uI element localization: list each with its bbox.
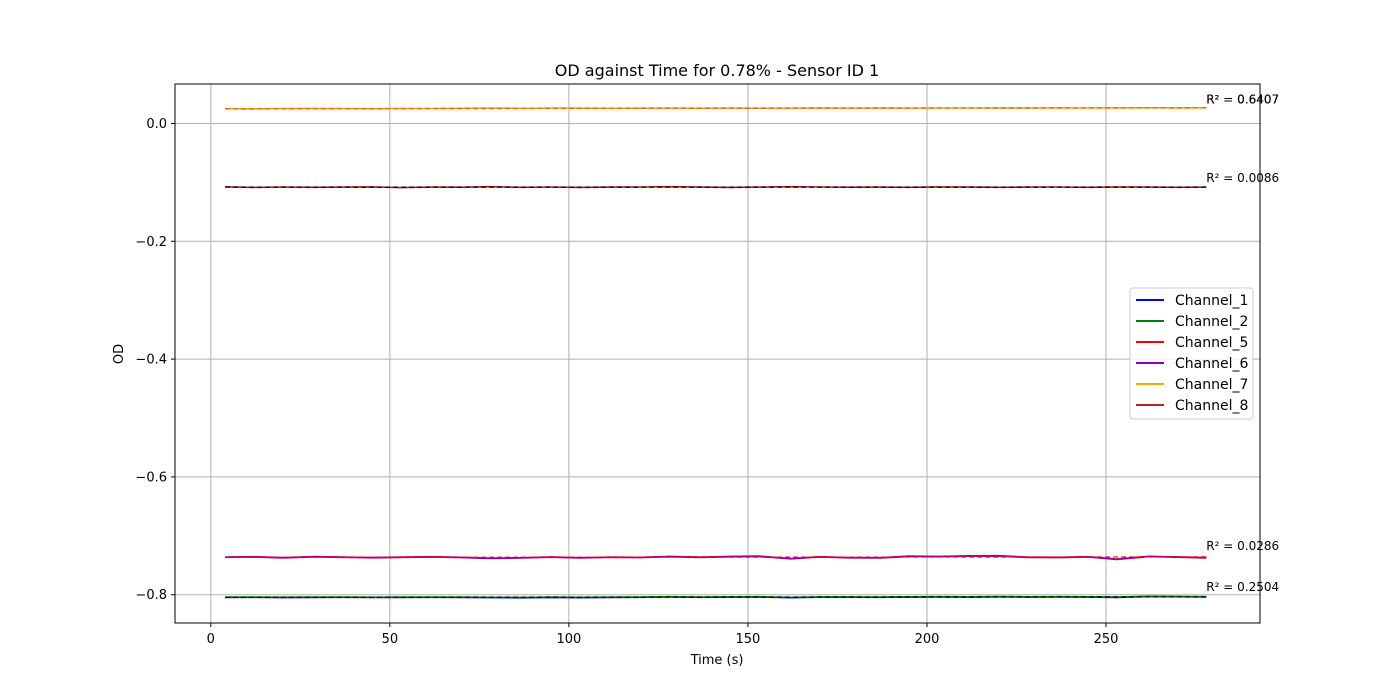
y-tick-label: −0.2	[135, 235, 167, 250]
legend-items: Channel_1 Channel_2 Channel_5 Channel_6 Chan…	[1136, 293, 1248, 414]
legend-label: Channel_1	[1175, 293, 1248, 309]
y-tick-label: −0.8	[135, 588, 167, 603]
legend: Channel_1 Channel_2 Channel_5 Channel_6 Chan…	[1129, 287, 1254, 420]
legend-label: Channel_6	[1175, 356, 1248, 372]
legend-label: Channel_8	[1175, 398, 1248, 414]
x-tick-label: 50	[382, 632, 399, 647]
x-tick-label: 200	[915, 632, 940, 647]
x-tick-label: 150	[736, 632, 761, 647]
r-squared-annotation: R² = 0.0286	[1206, 539, 1279, 553]
legend-label: Channel_5	[1175, 335, 1248, 351]
y-tick-label: −0.4	[135, 353, 167, 368]
r-squared-annotation: R² = 0.2504	[1206, 580, 1279, 594]
grid-layer	[175, 84, 1260, 623]
y-tick-label: 0.0	[146, 117, 167, 132]
x-tick-label: 0	[207, 632, 215, 647]
y-axis-title: OD	[112, 344, 127, 364]
r-squared-annotation: R² = 0.6407	[1206, 93, 1279, 107]
r-squared-annotation: R² = 0.6407	[1206, 93, 1279, 107]
x-tick-label: 100	[556, 632, 581, 647]
fit-layer	[225, 107, 1207, 599]
plot-area-frame	[174, 83, 1261, 624]
x-axis-title: Time (s)	[690, 653, 744, 668]
chart-title: OD against Time for 0.78% - Sensor ID 1	[555, 61, 879, 80]
r-squared-annotation: R² = 0.0086	[1206, 171, 1279, 185]
y-axis: 0.0 −0.2 −0.4 −0.6 −0.8	[135, 117, 175, 603]
y-tick-label: −0.6	[135, 470, 167, 485]
legend-label: Channel_7	[1175, 377, 1248, 393]
x-axis: 0 50 100 150 200 250	[207, 623, 1119, 647]
legend-label: Channel_2	[1175, 314, 1248, 330]
fit-line	[225, 596, 1207, 599]
x-tick-label: 250	[1094, 632, 1119, 647]
fit-line	[225, 107, 1207, 110]
